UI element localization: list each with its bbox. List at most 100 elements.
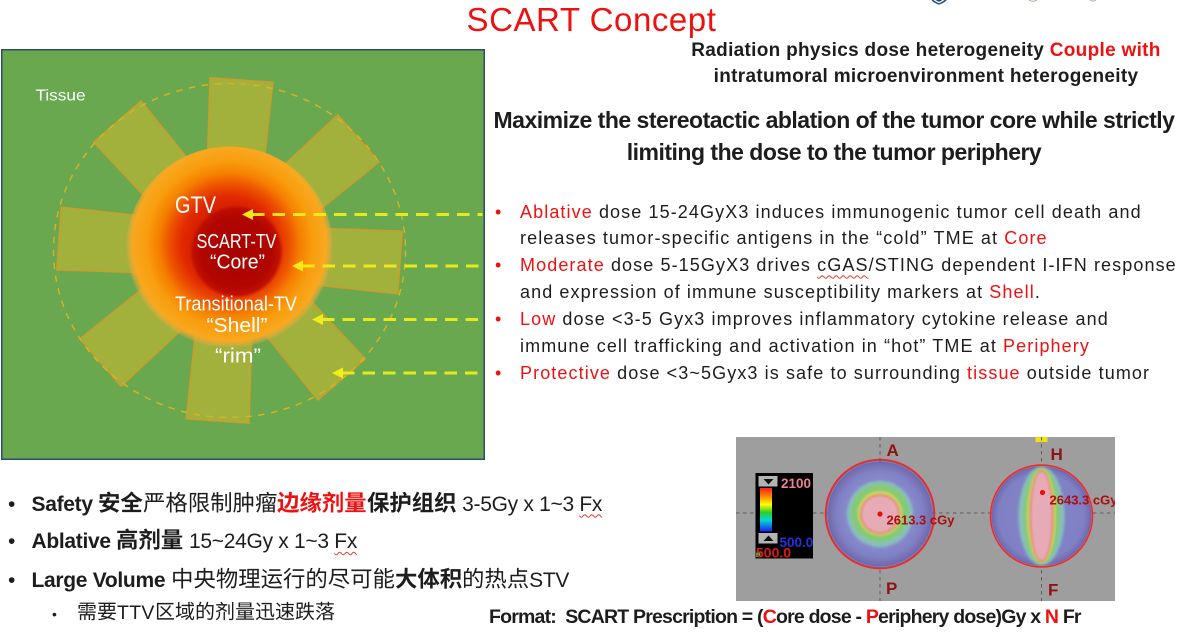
text-segment: C	[762, 606, 777, 628]
bullet-dot	[8, 493, 32, 517]
sagittal-dose-value: 2643.3 cGy	[1050, 493, 1116, 508]
triangle-down-icon	[763, 479, 774, 485]
text-segment: P	[865, 606, 879, 628]
text-segment: eriphery dose)Gy x	[878, 606, 1045, 628]
cjk-text	[367, 491, 456, 513]
text-segment: /STING dependent I-IFN response	[868, 255, 1177, 276]
text-segment: dose 15-24GyX3 induces immunogenic tumor…	[592, 201, 1142, 222]
scart-tv-label: SCART-TV	[197, 230, 277, 253]
text-segment: Fx	[334, 529, 358, 553]
diagram-labels: Tissue GTV SCART-TV “Core” Transitional-…	[36, 87, 298, 367]
dose-arrows	[242, 208, 483, 378]
rim-label: “rim”	[215, 345, 261, 367]
isocenter-dot	[877, 511, 883, 517]
shield-logo	[931, 0, 947, 5]
core-label: “Core”	[210, 250, 265, 273]
text-segment: 15~24Gy x 1~3	[183, 529, 335, 553]
text-segment: Fr	[1058, 606, 1082, 628]
text-segment: STV	[529, 569, 570, 593]
scart-target-diagram: Tissue GTV SCART-TV “Core” Transitional-…	[1, 48, 485, 460]
text-segment: tissue	[967, 362, 1021, 383]
couple-heading-line2: intratumoral microenvironment heterogene…	[713, 65, 1139, 87]
text-segment: ore dose -	[776, 606, 866, 628]
text-segment: Moderate	[520, 255, 605, 276]
text-segment: N	[1044, 606, 1059, 628]
dose-arrow	[292, 260, 483, 271]
text-segment: Ablative	[520, 201, 593, 222]
text-segment: Large Volume	[31, 569, 171, 593]
dose-arrow	[242, 208, 483, 220]
transitional-tv-label: Transitional-TV	[175, 293, 298, 315]
couple-heading-red: Couple with	[1049, 40, 1161, 61]
dose-distribution-panel: 2100 500.0 500.0 A P H F 2613.3 cGy 2643…	[736, 437, 1115, 601]
dose-arrow	[332, 367, 483, 378]
colorbar-min-label: 500.0	[780, 535, 814, 550]
colorbar-max-label: 2100	[781, 476, 811, 491]
couple-heading-black: Radiation physics dose heterogeneity	[691, 40, 1050, 61]
bullet-ablative: Ablative dose 15-24GyX3 induces immunoge…	[487, 199, 1183, 253]
format-line: Format: SCART Prescription = (Core dose …	[489, 606, 1082, 629]
text-segment: Fx	[579, 492, 603, 516]
text-segment: Format: SCART Prescription = (	[489, 606, 764, 628]
text-segment: Protective	[520, 362, 612, 383]
text-segment: Low	[520, 309, 557, 330]
target-contour	[989, 464, 1094, 568]
bullet-low: Low dose <3-5 Gyx3 improves inflammatory…	[487, 306, 1183, 360]
ttv-sub-bullet: TTV	[52, 601, 335, 624]
text-segment: TTV	[117, 601, 155, 624]
target-contour	[824, 458, 936, 570]
bullet-dot	[52, 604, 77, 624]
cjk-text	[78, 602, 116, 621]
cjk-text	[143, 491, 277, 513]
core-circle	[189, 204, 284, 298]
couple-heading: Radiation physics dose heterogeneity Cou…	[667, 38, 1183, 89]
text-segment: dose 5-15GyX3 drives	[604, 255, 818, 276]
bullet-protective: Protective dose <3~5Gyx3 is safe to surr…	[487, 360, 1183, 387]
text-segment: Periphery	[1003, 336, 1090, 357]
colorbar-level-label: 500.0	[756, 545, 791, 561]
dose-colorbar: 2100 500.0 500.0	[755, 473, 814, 561]
text-segment: outside tumor	[1020, 362, 1151, 383]
text-segment: and expression of immune susceptibility …	[520, 282, 990, 303]
cjk-text	[463, 568, 529, 589]
text-segment: Ablative	[31, 529, 117, 553]
dashed-boundary-circle	[52, 82, 407, 418]
text-segment: dose <3-5 Gyx3 improves inflammatory cyt…	[556, 309, 1109, 330]
shell-label: “Shell”	[207, 315, 268, 337]
cjk-text	[172, 568, 394, 589]
bullet-dot	[8, 569, 32, 593]
text-segment: 3-5Gy x 1~3	[456, 492, 580, 516]
cjk-text	[156, 601, 335, 621]
text-segment: cGAS	[817, 255, 869, 276]
dose-arrow	[312, 313, 483, 325]
text-segment: Shell	[989, 282, 1035, 303]
slide-title: SCART Concept	[466, 1, 717, 38]
large-volume-bullet: Large Volume STV	[8, 567, 569, 593]
safety-bullet: Safety 3-5Gy x 1~3 Fx	[8, 491, 602, 517]
bullet-dot	[495, 252, 501, 279]
axial-dose-value: 2613.3 cGy	[887, 513, 956, 528]
cjk-text	[395, 567, 462, 590]
green-marker	[756, 552, 761, 557]
sagittal-bottom-label: F	[1048, 581, 1058, 600]
maximize-heading: Maximize the stereotactic ablation of th…	[464, 104, 1183, 169]
cjk-text	[99, 491, 143, 513]
maximize-line2: limiting the dose to the tumor periphery	[626, 139, 1042, 166]
tissue-label: Tissue	[36, 87, 86, 104]
bullet-moderate: Moderate dose 5-15GyX3 drives cGAS/STING…	[487, 252, 1183, 306]
text-segment: Safety	[31, 492, 99, 516]
axial-bottom-label: P	[886, 579, 897, 598]
cropped-logo-marks	[1028, 0, 1097, 2]
text-segment: Core	[1004, 228, 1048, 249]
colorbar-gradient	[760, 488, 772, 532]
text-segment: dose <3~5Gyx3 is safe to surrounding	[611, 362, 968, 383]
text-segment: immune cell trafficking and activation i…	[520, 336, 1004, 357]
gtv-label: GTV	[175, 191, 216, 218]
sagittal-dose-view	[989, 464, 1094, 568]
bullet-dot	[495, 306, 501, 333]
cjk-text	[117, 528, 183, 550]
cjk-text	[277, 491, 367, 513]
orientation-labels: A P H F	[886, 441, 1063, 600]
bullet-dot	[495, 199, 501, 226]
